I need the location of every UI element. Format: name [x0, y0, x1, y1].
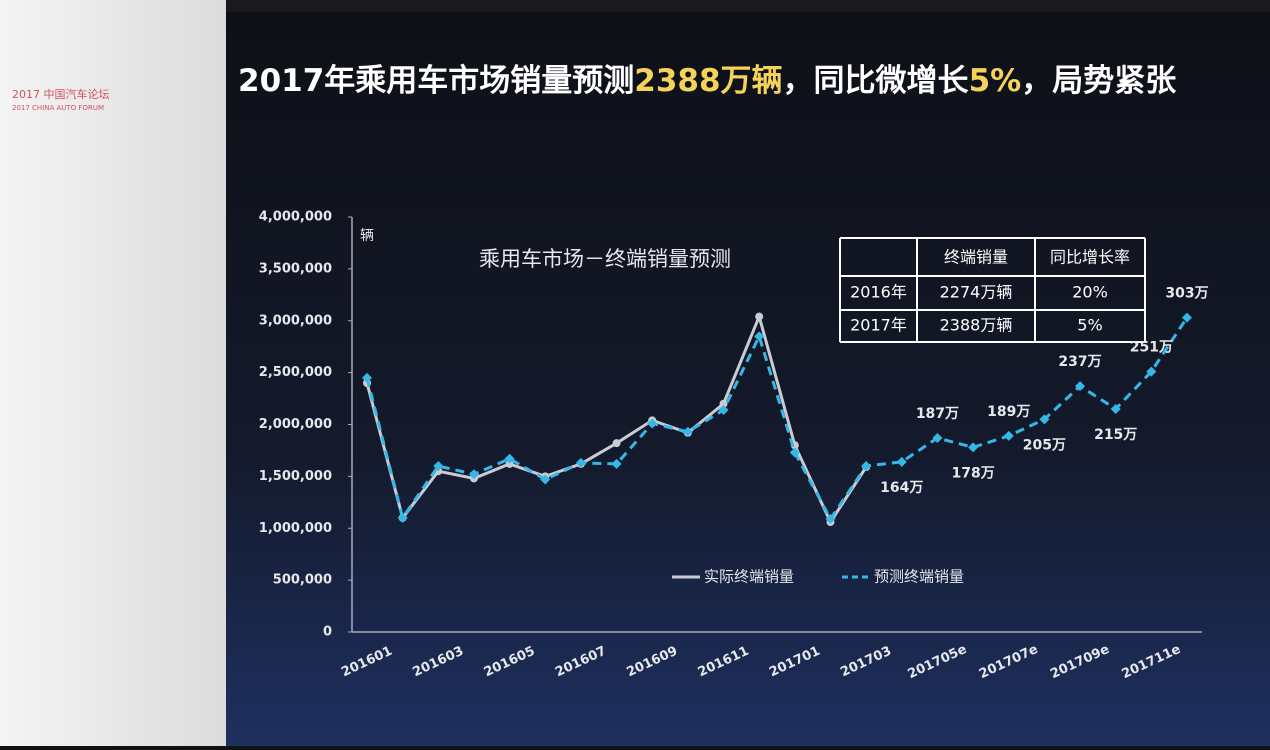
- value-label: 303万: [1165, 286, 1208, 302]
- value-label: 187万: [916, 406, 959, 422]
- value-label: 215万: [1094, 427, 1137, 443]
- value-label: 205万: [1023, 437, 1066, 453]
- value-label: 237万: [1058, 354, 1101, 370]
- slide: [226, 12, 1270, 746]
- data-point: [505, 459, 514, 468]
- table-cell: 2388万辆: [940, 316, 1013, 335]
- table-cell: 2274万辆: [940, 283, 1013, 302]
- data-point: [611, 458, 622, 469]
- data-point: [718, 404, 729, 415]
- value-label: 189万: [987, 404, 1030, 420]
- chart-title: 乘用车市场－终端销量预测: [479, 247, 731, 271]
- logo-text: 2017 中国汽车论坛: [12, 87, 110, 101]
- logo-subtext: 2017 CHINA AUTO FORUM: [12, 104, 104, 112]
- data-point: [682, 426, 693, 437]
- table-header: 同比增长率: [1050, 248, 1130, 267]
- y-tick-label: 3,000,000: [259, 313, 332, 328]
- legend-label: 预测终端销量: [874, 568, 964, 586]
- data-point: [612, 439, 621, 448]
- y-tick-label: 0: [323, 625, 332, 640]
- summary-table: 终端销量 同比增长率 2016年 2274万辆 20% 2017年 2388万辆 5%: [839, 237, 1146, 343]
- table-cell: 2017年: [850, 316, 907, 335]
- data-point: [1110, 403, 1121, 414]
- data-point: [1146, 366, 1157, 377]
- slide-title: 2017年乘用车市场销量预测2388万辆，同比微增长5%，局势紧张: [238, 63, 1176, 99]
- y-tick-label: 4,000,000: [259, 210, 332, 225]
- data-point: [1039, 414, 1050, 425]
- data-point: [397, 512, 408, 523]
- title-part: 5%: [969, 63, 1022, 99]
- table-cell: 20%: [1072, 283, 1108, 302]
- y-tick-label: 500,000: [273, 573, 332, 588]
- value-label: 251万: [1130, 340, 1173, 356]
- data-point: [362, 372, 372, 383]
- data-point: [504, 453, 515, 464]
- value-label: 164万: [880, 480, 923, 496]
- data-point: [968, 442, 979, 453]
- data-point: [896, 456, 907, 467]
- title-part: ，局势紧张: [1021, 63, 1176, 99]
- data-point: [540, 474, 551, 485]
- title-part: 2388万辆: [634, 63, 782, 99]
- y-tick-label: 1,500,000: [259, 469, 332, 484]
- data-point: [433, 461, 444, 471]
- table-cell: 2016年: [850, 283, 907, 302]
- y-tick-label: 2,500,000: [259, 365, 332, 380]
- data-point: [755, 312, 764, 321]
- table-header: 终端销量: [944, 248, 1008, 267]
- data-point: [932, 432, 943, 443]
- data-point: [861, 461, 872, 471]
- data-point: [1075, 381, 1086, 392]
- data-point: [1182, 312, 1192, 323]
- table-cell: 5%: [1077, 316, 1102, 335]
- data-point: [647, 418, 658, 429]
- data-point: [825, 513, 836, 524]
- y-tick-label: 2,000,000: [259, 417, 332, 432]
- data-point: [1003, 430, 1014, 441]
- legend-label: 实际终端销量: [704, 568, 794, 586]
- y-tick-label: 1,000,000: [259, 521, 332, 536]
- y-tick-label: 3,500,000: [259, 261, 332, 276]
- title-part: ，同比微增长: [783, 63, 969, 99]
- data-point: [468, 469, 479, 480]
- series-line: [365, 316, 1189, 522]
- y-axis-label: 辆: [360, 228, 374, 244]
- data-point: [789, 447, 800, 458]
- data-point: [575, 457, 586, 468]
- paper-panel: [0, 0, 226, 746]
- data-point: [719, 399, 728, 408]
- value-label: 178万: [951, 465, 994, 481]
- data-point: [754, 331, 765, 342]
- title-part: 2017年乘用车市场销量预测: [238, 63, 634, 99]
